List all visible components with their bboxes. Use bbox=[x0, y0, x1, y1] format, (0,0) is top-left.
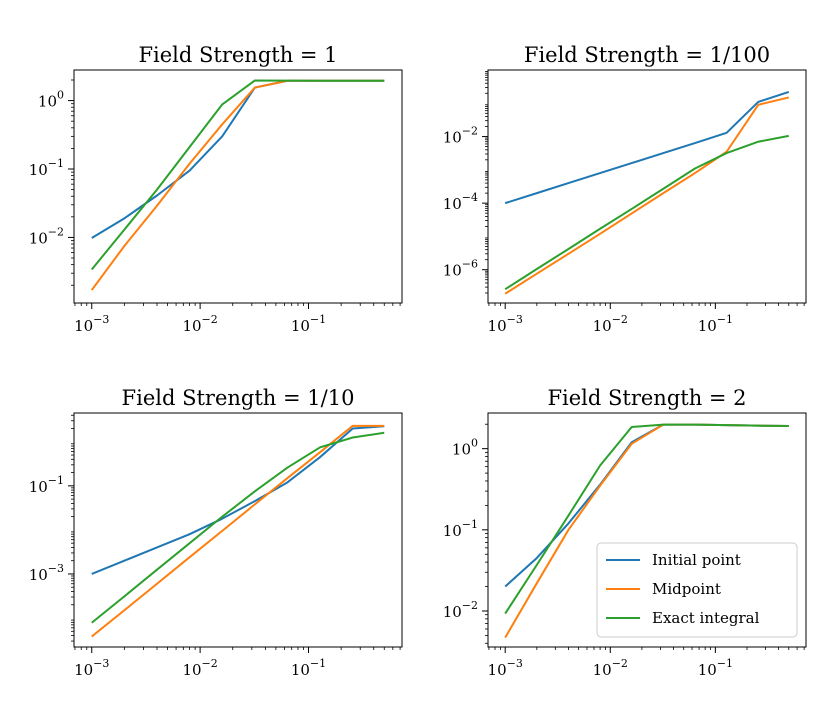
panel-4: Field Strength = 2 bbox=[482, 386, 807, 653]
series-line-initial bbox=[504, 90, 790, 205]
panel-title: Field Strength = 1/10 bbox=[122, 386, 355, 410]
x-tick-label: 10−3 bbox=[74, 313, 109, 335]
y-tick-label: 10−2 bbox=[443, 125, 478, 147]
panel-title: Field Strength = 1/100 bbox=[524, 43, 770, 67]
panel-3: Field Strength = 1/10 bbox=[68, 386, 403, 653]
series-line-exact bbox=[504, 134, 789, 291]
x-tick-label: 10−2 bbox=[182, 657, 217, 679]
x-tick-label: 10−2 bbox=[182, 313, 217, 335]
y-tick-label: 10−6 bbox=[443, 258, 478, 280]
panel-2: Field Strength = 1/100 bbox=[482, 43, 807, 309]
y-tick-label: 10−2 bbox=[443, 599, 478, 621]
axes-frame bbox=[487, 69, 807, 304]
panel-1: Field Strength = 1 bbox=[68, 43, 403, 309]
x-tick-label: 10−3 bbox=[74, 657, 109, 679]
series-line-initial bbox=[91, 425, 385, 575]
y-tick-label: 100 bbox=[452, 437, 478, 459]
x-tick-label: 10−2 bbox=[593, 313, 628, 335]
panel-title: Field Strength = 2 bbox=[547, 386, 746, 410]
panel-title: Field Strength = 1 bbox=[138, 43, 337, 67]
series-line-midpoint bbox=[504, 96, 790, 295]
axes-frame bbox=[73, 412, 403, 648]
legend-box bbox=[596, 542, 798, 638]
y-tick-label: 10−3 bbox=[29, 562, 64, 584]
y-tick-label: 10−1 bbox=[29, 157, 64, 179]
axes-frame bbox=[73, 69, 403, 304]
y-tick-label: 10−1 bbox=[443, 518, 478, 540]
x-tick-label: 10−1 bbox=[698, 657, 733, 679]
series-line-exact bbox=[504, 423, 789, 615]
axes-frame bbox=[487, 412, 807, 648]
x-tick-label: 10−3 bbox=[488, 313, 523, 335]
x-tick-label: 10−1 bbox=[291, 313, 326, 335]
y-tick-label: 100 bbox=[38, 89, 64, 111]
series-line-exact bbox=[91, 431, 385, 624]
legend-label-midpoint: Midpoint bbox=[652, 580, 721, 598]
series-line-exact bbox=[90, 79, 385, 271]
x-tick-label: 10−1 bbox=[291, 657, 326, 679]
series-line-midpoint bbox=[91, 424, 385, 638]
y-tick-label: 10−1 bbox=[29, 474, 64, 496]
y-tick-label: 10−2 bbox=[29, 225, 64, 247]
x-tick-label: 10−1 bbox=[698, 313, 733, 335]
x-tick-label: 10−2 bbox=[593, 657, 628, 679]
legend-label-initial: Initial point bbox=[652, 551, 741, 569]
x-tick-label: 10−3 bbox=[488, 657, 523, 679]
legend: Initial point Midpoint Exact integral bbox=[596, 542, 798, 638]
y-tick-label: 10−4 bbox=[443, 191, 478, 213]
legend-label-exact: Exact integral bbox=[652, 609, 760, 627]
